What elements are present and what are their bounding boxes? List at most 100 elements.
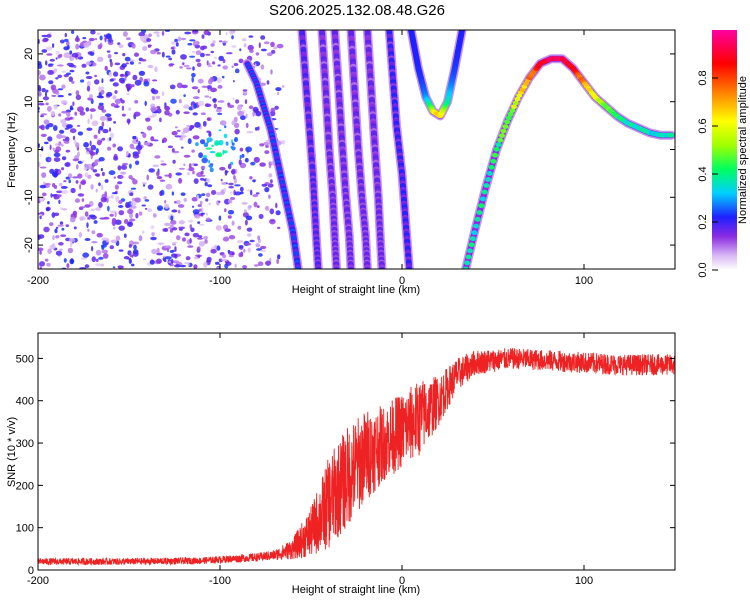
- x-tick-label-bottom: -100: [209, 575, 231, 587]
- spectral-blob: [84, 211, 89, 217]
- spectral-blob: [120, 175, 124, 179]
- spectral-blob: [165, 183, 173, 190]
- spectral-blob: [55, 146, 62, 153]
- spectral-blob: [150, 136, 155, 142]
- spectral-blob: [51, 94, 57, 97]
- spectral-blob: [182, 62, 185, 66]
- spectral-blob: [100, 184, 104, 190]
- spectral-blob: [149, 259, 155, 265]
- spectral-blob: [206, 137, 213, 142]
- spectral-blob: [49, 244, 56, 250]
- spectral-blob: [76, 124, 81, 127]
- spectral-blob: [104, 179, 109, 183]
- spectral-blob: [241, 38, 247, 42]
- y-tick-label-top: -10: [23, 189, 35, 205]
- spectral-blob: [85, 107, 90, 112]
- spectral-blob: [91, 241, 98, 244]
- spectral-blob: [171, 209, 178, 213]
- spectral-blob: [39, 154, 42, 157]
- spectral-blob: [113, 176, 117, 179]
- spectral-blob: [260, 245, 267, 250]
- spectral-blob: [193, 103, 197, 109]
- spectral-blob: [143, 258, 147, 261]
- spectral-blob: [101, 109, 107, 113]
- ridge-bead: [500, 128, 507, 134]
- ridge-bead: [478, 203, 485, 209]
- spectral-blob: [150, 49, 157, 55]
- ridge-bead: [465, 254, 472, 260]
- ridge-bead: [464, 260, 471, 266]
- spectral-blob: [209, 96, 212, 99]
- ridge-bead: [488, 164, 495, 170]
- spectral-blob: [170, 215, 174, 221]
- spectral-blob: [109, 61, 113, 68]
- spectral-blob: [125, 83, 133, 90]
- spectral-blob: [131, 254, 134, 258]
- spectral-blob: [91, 50, 95, 53]
- spectral-blob: [193, 264, 198, 269]
- spectral-blob: [128, 221, 132, 226]
- spectral-blob: [66, 111, 71, 118]
- spectral-blob: [160, 163, 167, 166]
- spectral-blob: [50, 110, 55, 116]
- spectral-blob: [206, 192, 211, 198]
- spectral-blob: [227, 209, 235, 215]
- ridge-5: [362, 30, 387, 269]
- spectral-blob: [199, 52, 205, 58]
- spectral-blob: [54, 228, 58, 234]
- spectral-blob: [146, 125, 153, 131]
- spectral-blob: [263, 41, 270, 45]
- spectral-blob: [94, 173, 100, 177]
- spectral-blob: [163, 245, 170, 248]
- spectral-blob: [45, 102, 49, 106]
- spectral-blob: [183, 94, 186, 97]
- spectral-blob: [114, 52, 118, 55]
- spectral-blob: [98, 126, 104, 131]
- ridge-bead: [469, 236, 476, 242]
- spectral-blob: [107, 54, 112, 59]
- spectral-blob: [100, 244, 107, 248]
- spectral-blob: [206, 85, 212, 90]
- spectral-blob: [189, 39, 196, 42]
- spectral-blob: [49, 222, 54, 227]
- spectral-blob: [70, 187, 76, 194]
- spectral-blob: [66, 62, 74, 67]
- spectral-blob: [98, 95, 104, 99]
- spectral-blob: [81, 63, 87, 68]
- spectral-blob: [42, 96, 50, 101]
- spectral-blob: [202, 155, 208, 159]
- spectral-blob: [40, 115, 44, 118]
- spectral-blob: [50, 193, 53, 198]
- spectral-blob: [184, 232, 190, 237]
- spectral-blob: [241, 153, 245, 158]
- spectral-blob: [229, 196, 236, 201]
- spectral-blob: [192, 112, 198, 116]
- spectral-blob: [170, 220, 177, 225]
- spectral-blob: [179, 66, 183, 69]
- spectral-blob: [156, 106, 161, 109]
- spectral-blob: [260, 35, 266, 40]
- spectral-blob: [242, 89, 248, 92]
- spectral-blob: [229, 30, 234, 35]
- spectral-blob: [79, 184, 82, 190]
- spectral-blob: [269, 208, 275, 215]
- spectral-blob: [117, 265, 124, 269]
- spectral-blob: [118, 44, 124, 49]
- spectral-blob: [162, 137, 168, 143]
- spectral-blob: [47, 70, 54, 75]
- spectral-blob: [209, 150, 216, 154]
- spectral-blob: [58, 113, 62, 117]
- spectral-blob: [222, 224, 229, 230]
- spectral-blob: [257, 261, 264, 267]
- spectral-blob: [184, 31, 192, 35]
- spectral-blob: [89, 140, 92, 147]
- spectral-blob: [142, 46, 148, 51]
- spectral-blob: [276, 43, 284, 49]
- spectral-blob: [44, 258, 49, 262]
- spectral-blob: [192, 135, 200, 140]
- spectral-blob: [221, 258, 228, 261]
- spectral-blob: [160, 160, 165, 163]
- spectral-blob: [194, 44, 201, 49]
- spectral-blob: [132, 153, 140, 159]
